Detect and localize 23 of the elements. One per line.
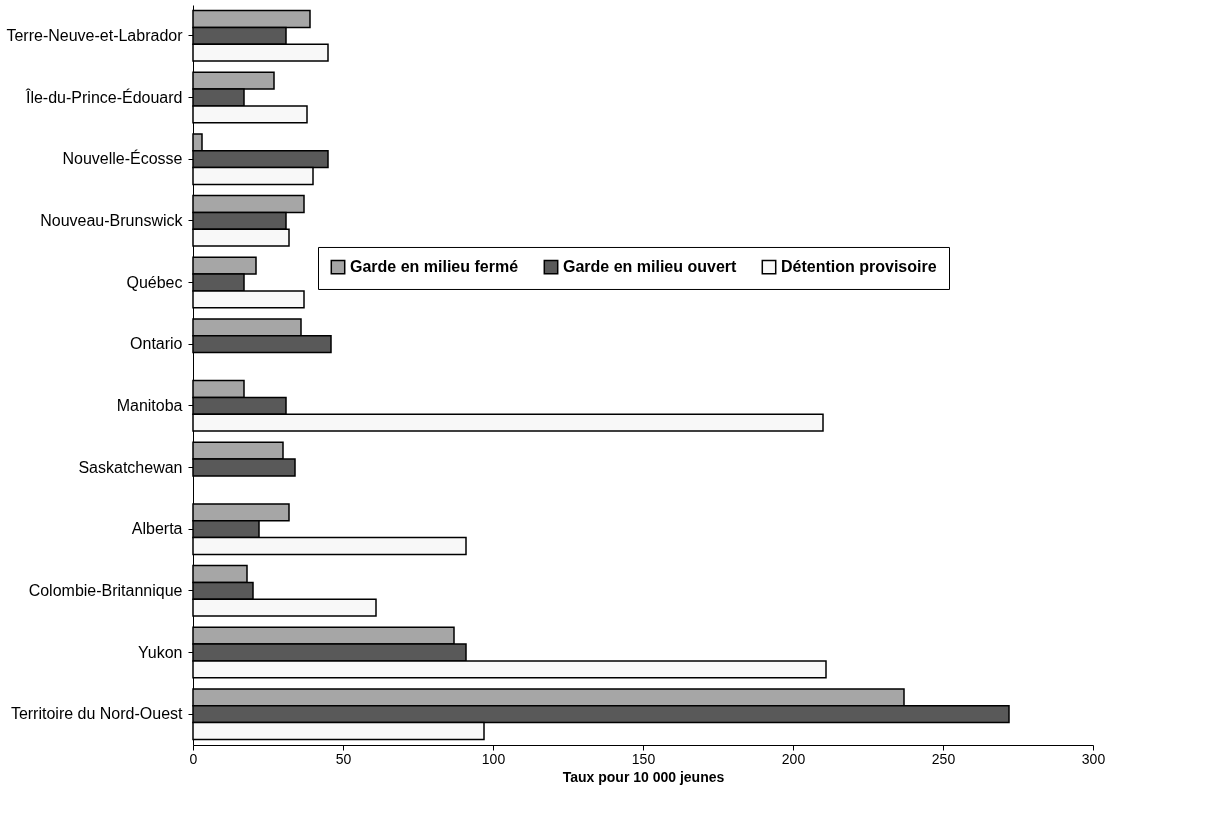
y-tick-label: Québec <box>126 273 183 291</box>
x-tick-label: 300 <box>1081 750 1106 767</box>
y-tick-label: Nouveau-Brunswick <box>40 211 184 229</box>
y-tick-label: Ontario <box>130 335 183 353</box>
x-tick-label: 100 <box>481 750 506 767</box>
x-axis-title: Taux pour 10 000 jeunes <box>562 768 725 785</box>
y-tick-label: Yukon <box>138 643 183 661</box>
x-tick-label: 250 <box>931 750 956 767</box>
x-tick-label: 50 <box>335 750 352 767</box>
y-tick-label: Alberta <box>131 520 183 538</box>
y-tick-label: Saskatchewan <box>78 458 183 476</box>
legend-label: Garde en milieu ouvert <box>563 258 738 276</box>
y-tick-label: Île-du-Prince-Édouard <box>24 87 183 106</box>
y-tick-label: Nouvelle-Écosse <box>62 149 183 168</box>
legend-label: Garde en milieu fermé <box>350 258 519 276</box>
y-tick-label: Territoire du Nord-Ouest <box>10 705 184 723</box>
y-tick-label: Colombie-Britannique <box>28 581 183 599</box>
x-tick-label: 200 <box>781 750 806 767</box>
y-tick-label: Manitoba <box>116 396 183 414</box>
x-tick-label: 0 <box>189 750 198 767</box>
y-tick-label: Terre-Neuve-et-Labrador <box>6 26 184 44</box>
legend-label: Détention provisoire <box>781 258 937 276</box>
x-tick-label: 150 <box>631 750 656 767</box>
